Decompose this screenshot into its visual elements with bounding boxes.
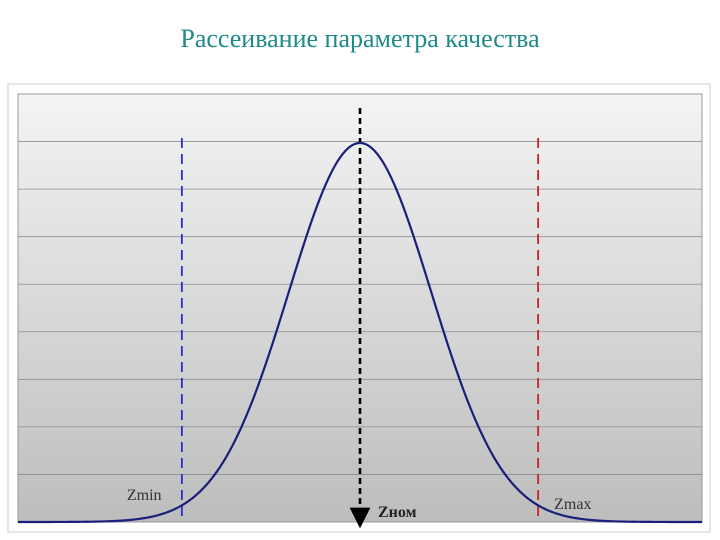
marker-label-1: Zном: [378, 504, 417, 521]
marker-label-2: Zmax: [554, 496, 591, 513]
marker-lines: [180, 108, 540, 529]
chart-title: Рассеивание параметра качества: [180, 24, 540, 53]
marker-labels: Zmin Zном Zmax: [127, 487, 592, 521]
marker-label-0: Zmin: [127, 487, 162, 504]
distribution-curve: [18, 141, 702, 524]
